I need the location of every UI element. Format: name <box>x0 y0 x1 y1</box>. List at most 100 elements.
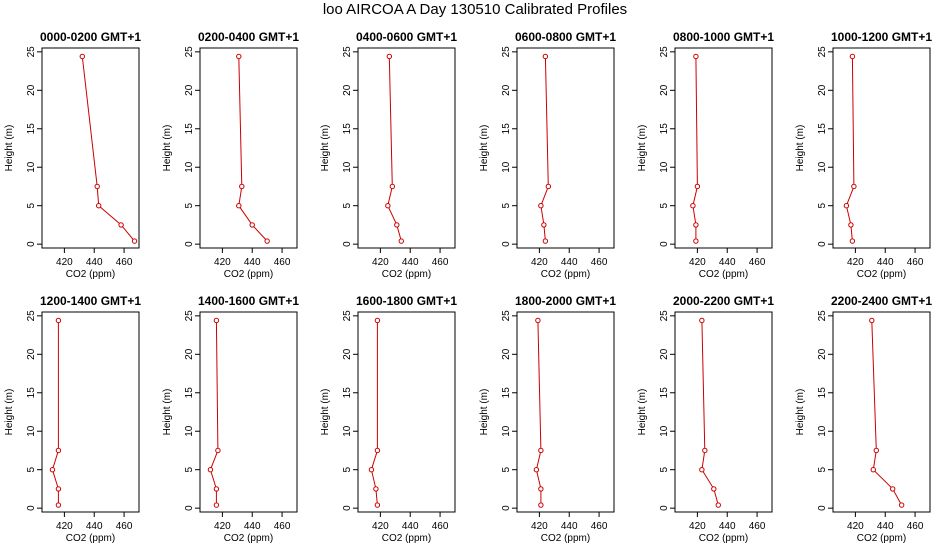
x-tick-label: 440 <box>877 257 894 268</box>
data-point <box>236 53 242 60</box>
data-point <box>236 202 242 209</box>
profile-line <box>81 56 135 242</box>
x-tick-label: 420 <box>56 521 73 532</box>
x-tick-label: 460 <box>907 521 924 532</box>
data-point <box>541 222 547 228</box>
y-tick-label: 0 <box>26 505 37 511</box>
y-tick-label: 15 <box>501 123 512 135</box>
data-point <box>239 183 245 190</box>
y-tick-label: 5 <box>501 466 512 472</box>
x-tick-label: 420 <box>372 521 389 532</box>
y-tick-label: 20 <box>501 84 512 96</box>
x-tick-label: 440 <box>244 257 261 268</box>
data-point <box>96 202 102 209</box>
panel-8: 1400-1600 GMT+1 420 440 460 0 5 10 15 20 25 CO2 (p… <box>162 294 299 544</box>
panel-title: 0200-0400 GMT+1 <box>198 30 299 44</box>
y-tick-label: 25 <box>817 310 828 322</box>
data-point <box>542 238 549 244</box>
y-tick-label: 20 <box>184 348 195 360</box>
data-point <box>699 317 705 324</box>
x-axis-label: CO2 (ppm) <box>66 269 115 280</box>
figure-title: loo AIRCOA A Day 130510 Calibrated Profi… <box>322 1 628 18</box>
panel-9: 1600-1800 GMT+1 420 440 460 0 5 10 15 20 25 CO2 (p… <box>320 294 457 544</box>
x-tick-label: 460 <box>274 521 291 532</box>
y-tick-label: 0 <box>501 241 512 247</box>
data-point <box>873 447 879 454</box>
data-point <box>849 53 856 60</box>
y-tick-label: 15 <box>184 387 195 399</box>
y-tick-label: 15 <box>26 387 37 399</box>
plot-frame <box>199 47 298 249</box>
y-tick-label: 20 <box>659 348 670 360</box>
profile-line <box>387 56 402 242</box>
plot-frame <box>357 311 456 513</box>
y-tick-label: 5 <box>184 202 195 208</box>
profile-line <box>238 56 268 242</box>
y-tick-label: 0 <box>817 241 828 247</box>
x-tick-label: 460 <box>749 521 766 532</box>
data-point <box>368 466 375 473</box>
y-tick-label: 25 <box>501 46 512 58</box>
x-tick-label: 460 <box>274 257 291 268</box>
profile-line <box>370 320 378 506</box>
y-tick-label: 15 <box>817 123 828 135</box>
data-point <box>55 447 62 454</box>
data-point <box>694 183 701 190</box>
panel-6: 1000-1200 GMT+1 420 440 460 0 5 10 15 20 25 CO2 (p… <box>795 30 932 280</box>
data-point <box>690 202 696 209</box>
plot-frame <box>41 47 140 249</box>
data-point <box>535 317 541 324</box>
y-tick-label: 25 <box>501 310 512 322</box>
plot-frame <box>674 47 773 249</box>
panel-10: 1800-2000 GMT+1 420 440 460 0 5 10 15 20 25 CO2 (p… <box>479 294 616 544</box>
y-tick-label: 5 <box>26 466 37 472</box>
x-axis-label: CO2 (ppm) <box>857 269 906 280</box>
data-point <box>693 222 699 228</box>
data-point <box>693 238 699 244</box>
y-tick-label: 10 <box>342 425 353 437</box>
y-axis-label: Height (m) <box>162 125 173 172</box>
plot-frame <box>41 311 140 513</box>
panel-title: 0400-0600 GMT+1 <box>356 30 457 44</box>
y-tick-label: 0 <box>184 241 195 247</box>
y-tick-label: 10 <box>26 425 37 437</box>
x-axis-label: CO2 (ppm) <box>66 533 115 544</box>
panel-4: 0600-0800 GMT+1 420 440 460 0 5 10 15 20 25 CO2 (p… <box>479 30 616 280</box>
y-tick-label: 10 <box>501 425 512 437</box>
y-axis-label: Height (m) <box>320 389 331 436</box>
y-axis-label: Height (m) <box>162 389 173 436</box>
panel-title: 0000-0200 GMT+1 <box>40 30 141 44</box>
panel-title: 1600-1800 GMT+1 <box>356 294 457 308</box>
data-point <box>131 238 138 244</box>
y-tick-label: 10 <box>659 425 670 437</box>
x-axis-label: CO2 (ppm) <box>224 269 273 280</box>
y-tick-label: 10 <box>659 161 670 173</box>
data-point <box>542 53 549 60</box>
y-tick-label: 5 <box>817 466 828 472</box>
panel-title: 0600-0800 GMT+1 <box>515 30 616 44</box>
y-tick-label: 25 <box>659 46 670 58</box>
data-point <box>538 202 544 209</box>
y-tick-label: 0 <box>184 505 195 511</box>
x-tick-label: 420 <box>372 257 389 268</box>
data-point <box>889 486 896 492</box>
y-tick-label: 20 <box>817 84 828 96</box>
profile-line <box>701 320 719 506</box>
panel-5: 0800-1000 GMT+1 420 440 460 0 5 10 15 20 25 CO2 (p… <box>637 30 774 280</box>
x-tick-label: 420 <box>689 257 706 268</box>
y-tick-label: 20 <box>342 84 353 96</box>
x-axis-label: CO2 (ppm) <box>699 269 748 280</box>
plot-frame <box>357 47 456 249</box>
data-point <box>711 486 717 492</box>
panel-12: 2200-2400 GMT+1 420 440 460 0 5 10 15 20 25 CO2 (p… <box>795 294 932 544</box>
y-tick-label: 15 <box>342 123 353 135</box>
y-tick-label: 25 <box>184 310 195 322</box>
data-point <box>398 238 404 244</box>
data-point <box>374 447 381 454</box>
panel-title: 1400-1600 GMT+1 <box>198 294 299 308</box>
data-point <box>213 502 220 508</box>
data-point <box>118 222 124 228</box>
x-tick-label: 460 <box>591 521 608 532</box>
x-tick-label: 460 <box>432 257 449 268</box>
